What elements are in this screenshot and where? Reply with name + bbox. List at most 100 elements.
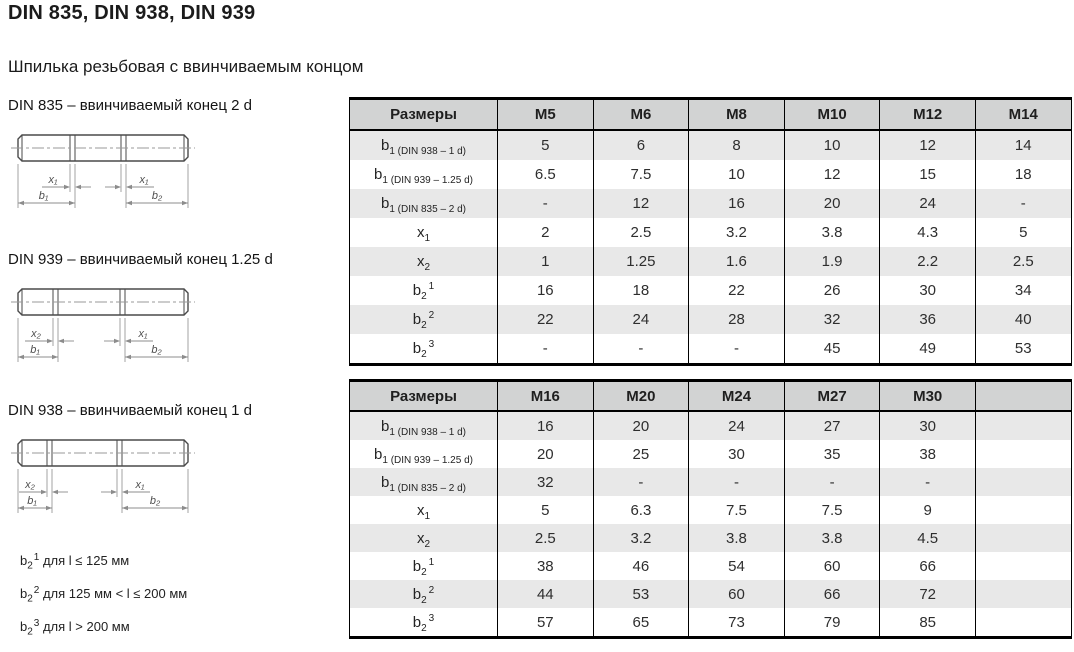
col-header-M24: M24	[688, 380, 785, 412]
value-cell: 32	[783, 305, 881, 334]
stud-outline: x₂ x₁ b₁ b₂	[11, 288, 195, 362]
table-row: b23 57 65 73 79 85	[349, 608, 1072, 638]
col-header-M5: M5	[497, 98, 594, 131]
dimension-label: b₂	[150, 495, 161, 507]
value-cell	[974, 440, 1072, 468]
value-cell: 20	[592, 411, 690, 440]
value-cell	[974, 496, 1072, 524]
value-cell: 24	[688, 411, 785, 440]
stud-outline: x₂ x₁ b₁ b₂	[11, 439, 195, 513]
col-header-M20: M20	[592, 380, 690, 412]
table-row: b1 (DIN 939 – 1.25 d) 6.5 7.5 10 12 15 18	[349, 160, 1072, 189]
table-row: x2 1 1.25 1.6 1.9 2.2 2.5	[349, 247, 1072, 276]
value-cell: 9	[879, 496, 976, 524]
table-row: b1 (DIN 835 – 2 d) 32- - - -	[349, 468, 1072, 496]
table-row: b1 (DIN 938 – 1 d) 16 20 24 27 30	[349, 411, 1072, 440]
value-cell: 18	[974, 160, 1072, 189]
row-label: b1 (DIN 835 – 2 d)	[349, 189, 498, 218]
table-row: b23- - -45 49 53	[349, 334, 1072, 365]
value-cell: 35	[783, 440, 881, 468]
value-cell: 85	[879, 608, 976, 638]
value-cell: 1.25	[592, 247, 690, 276]
value-cell	[974, 580, 1072, 608]
table-row: x1 5 6.3 7.5 7.5 9	[349, 496, 1072, 524]
col-header-M10: M10	[783, 98, 881, 131]
value-cell: 73	[688, 608, 785, 638]
value-cell: 57	[497, 608, 594, 638]
dimension-label: x₁	[48, 174, 59, 186]
row-label: b21	[349, 276, 498, 305]
value-cell: 30	[879, 276, 976, 305]
dimension-label: b₂	[152, 190, 163, 202]
din835-stud-drawing: x₁ x₁ b₁ b₂	[8, 127, 208, 212]
row-label: b23	[349, 334, 498, 365]
table-row: b21 38 46 54 60 66	[349, 552, 1072, 580]
dimension-label: x₁	[139, 174, 150, 186]
value-cell: 1.9	[783, 247, 881, 276]
value-cell: 27	[783, 411, 881, 440]
value-cell: 60	[783, 552, 881, 580]
row-label: b1 (DIN 939 – 1.25 d)	[349, 440, 498, 468]
value-cell: 30	[688, 440, 785, 468]
table-row: b1 (DIN 938 – 1 d) 5 6 8 10 12 14	[349, 130, 1072, 160]
value-cell: 2.2	[879, 247, 976, 276]
diagram-caption-din835: DIN 835 – ввинчиваемый конец 2 d	[8, 97, 252, 114]
value-cell: 49	[879, 334, 976, 365]
value-cell: 54	[688, 552, 785, 580]
value-cell: 10	[688, 160, 785, 189]
header-row: Размеры M5 M6 M8 M10 M12 M14	[349, 98, 1072, 131]
value-cell: 22	[688, 276, 785, 305]
value-cell: 7.5	[688, 496, 785, 524]
row-label: b22	[349, 305, 498, 334]
value-cell: 3.8	[783, 218, 881, 247]
dimension-label: b₁	[39, 190, 49, 202]
dimension-label: x₂	[30, 328, 42, 340]
value-cell: 30	[879, 411, 976, 440]
col-header-M6: M6	[592, 98, 690, 131]
value-cell: 18	[592, 276, 690, 305]
value-cell: 46	[592, 552, 690, 580]
value-cell	[974, 411, 1072, 440]
col-header-M16: M16	[497, 380, 594, 412]
value-cell: 6.5	[497, 160, 594, 189]
value-cell: 65	[592, 608, 690, 638]
value-cell: -	[879, 468, 976, 496]
value-cell	[974, 524, 1072, 552]
value-cell: 20	[783, 189, 881, 218]
table-row: b22 44 53 60 66 72	[349, 580, 1072, 608]
col-header-sizes: Размеры	[349, 98, 498, 131]
value-cell: 12	[879, 130, 976, 160]
value-cell: 7.5	[783, 496, 881, 524]
value-cell: -	[497, 334, 594, 365]
value-cell: 2.5	[974, 247, 1072, 276]
col-header-M30: M30	[879, 380, 976, 412]
row-label: b22	[349, 580, 498, 608]
row-label: b1 (DIN 938 – 1 d)	[349, 130, 498, 160]
table-row: b1 (DIN 939 – 1.25 d) 20 25 30 35 38	[349, 440, 1072, 468]
row-label: x2	[349, 247, 498, 276]
footnotes: b21 для l ≤ 125 мм b22 для 125 мм < l ≤ 2…	[20, 551, 187, 652]
value-cell: 72	[879, 580, 976, 608]
din938-stud-drawing: x₂ x₁ b₁ b₂	[8, 432, 208, 517]
footnote: b21 для l ≤ 125 мм	[20, 551, 130, 572]
col-header-empty	[974, 380, 1072, 412]
value-cell	[974, 552, 1072, 580]
table-row: b21 16 18 22 26 30 34	[349, 276, 1072, 305]
value-cell: -	[688, 468, 785, 496]
dimension-label: x₂	[24, 479, 36, 491]
page-subtitle: Шпилька резьбовая с ввинчиваемым концом	[8, 57, 364, 76]
value-cell: 26	[783, 276, 881, 305]
row-label: b21	[349, 552, 498, 580]
value-cell: 79	[783, 608, 881, 638]
value-cell: 25	[592, 440, 690, 468]
value-cell	[974, 468, 1072, 496]
table-row: x2 2.5 3.2 3.8 3.8 4.5	[349, 524, 1072, 552]
value-cell: 38	[879, 440, 976, 468]
dimension-label: b₂	[151, 344, 162, 356]
value-cell: 10	[783, 130, 881, 160]
value-cell: 3.8	[688, 524, 785, 552]
value-cell: 8	[688, 130, 785, 160]
dimension-table-m16-m30: Размеры M16 M20 M24 M27 M30 b1 (DIN 938 – 1 d)…	[349, 379, 1072, 639]
value-cell: -	[974, 189, 1072, 218]
value-cell: 66	[783, 580, 881, 608]
